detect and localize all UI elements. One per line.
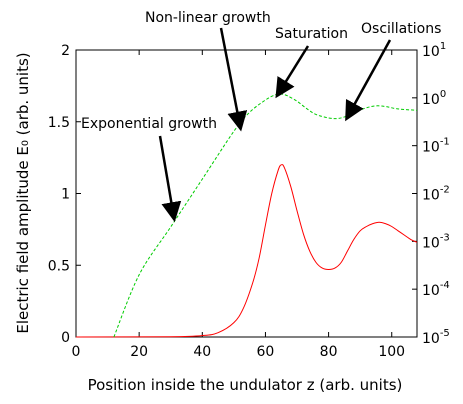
series-layer (75, 93, 418, 338)
annotation-label: Exponential growth (81, 116, 217, 132)
y-right-tick-label: 101 (422, 41, 446, 60)
y-left-tick-label: 0.5 (48, 258, 70, 274)
annotation-arrow (275, 45, 310, 99)
y-right-tick-label: 100 (422, 89, 446, 108)
y-right-axis-ticks: 101 100 10-1 10-2 10-3 10-4 10-5 (412, 41, 450, 347)
annotation-label: Saturation (275, 26, 348, 42)
y-right-tick-label: 10-1 (422, 137, 450, 156)
y-left-tick-label: 1 (61, 187, 70, 203)
x-tick-label: 40 (193, 344, 211, 360)
y-right-tick-label: 10-3 (422, 232, 450, 251)
x-axis-ticks: 0 20 40 60 80 100 (72, 50, 405, 360)
x-axis-label: Position inside the undulator z (arb. un… (88, 376, 403, 394)
annotation-label: Non-linear growth (145, 10, 271, 26)
x-tick-label: 60 (257, 344, 275, 360)
x-tick-label: 20 (130, 344, 148, 360)
x-tick-label: 0 (72, 344, 81, 360)
annotation-arrow (219, 27, 248, 132)
x-tick-label: 100 (378, 344, 405, 360)
annotation-label: Oscillations (361, 21, 441, 37)
plot-frame (75, 49, 418, 338)
y-left-tick-label: 0 (61, 330, 70, 346)
y-left-tick-label: 1.5 (48, 115, 70, 131)
series-red-solid-line (75, 164, 418, 338)
y-left-tick-label: 2 (61, 43, 70, 59)
y-right-tick-label: 10-2 (422, 185, 450, 204)
annotation-arrow (345, 39, 392, 122)
y-axis-label: Electric field amplitude E₀ (arb. units) (14, 52, 32, 333)
y-right-tick-label: 10-4 (422, 280, 450, 299)
series-green-dashed-line (113, 93, 418, 338)
annotation-arrow (158, 135, 182, 223)
x-tick-label: 80 (320, 344, 338, 360)
y-right-tick-label: 10-5 (422, 328, 450, 347)
